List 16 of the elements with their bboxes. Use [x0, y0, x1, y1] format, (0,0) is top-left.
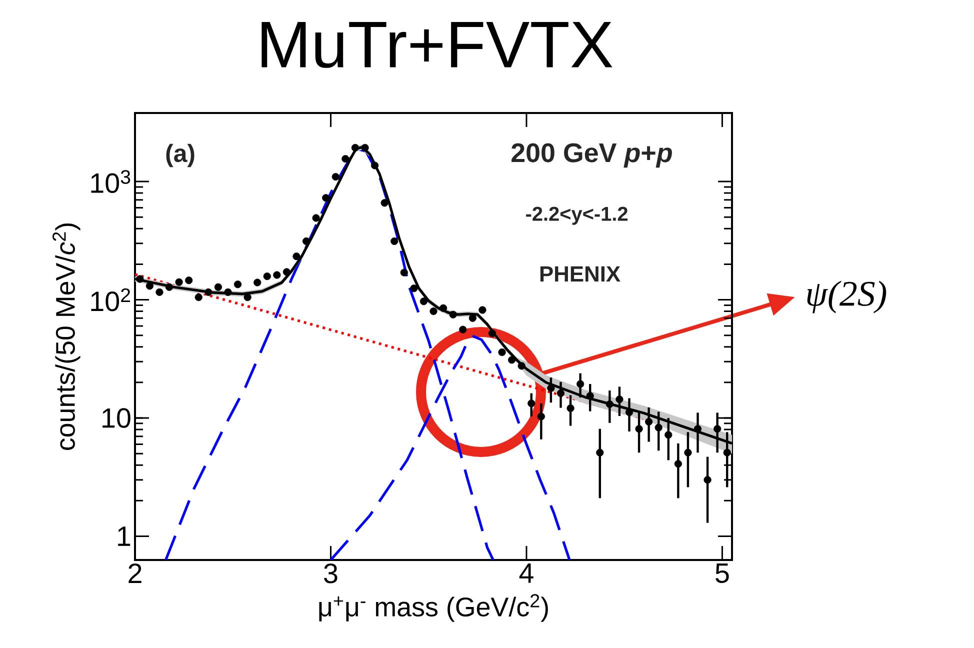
x-tick-label: 4 — [519, 564, 534, 583]
y-tick-label: 10$^{3}$ — [91, 170, 130, 193]
x-tick-label: 5 — [716, 564, 729, 583]
x-tick-label: 3 — [324, 564, 338, 584]
x-tick-label: 2 — [128, 564, 142, 583]
annotation: 200 GeV p+p — [512, 143, 672, 168]
y-tick-label: 10$^{2}$ — [91, 288, 130, 312]
text: ψ(2S) — [807, 280, 886, 314]
y-tick-label: 10 — [102, 408, 130, 428]
annotation: -2.2<y<-1.2 — [526, 206, 628, 225]
y-tick-label: 1 — [118, 526, 130, 546]
y-axis-title: counts/(50 MeV/c$^{2}$) — [52, 224, 80, 450]
annotation: PHENIX — [540, 266, 620, 282]
chart-title: MuTr+FVTX — [262, 22, 612, 68]
x-axis-title: μ$^{+}$μ$^{-}$ mass (GeV/c$^{2}$) — [319, 594, 548, 622]
annotation: (a) — [166, 144, 194, 168]
